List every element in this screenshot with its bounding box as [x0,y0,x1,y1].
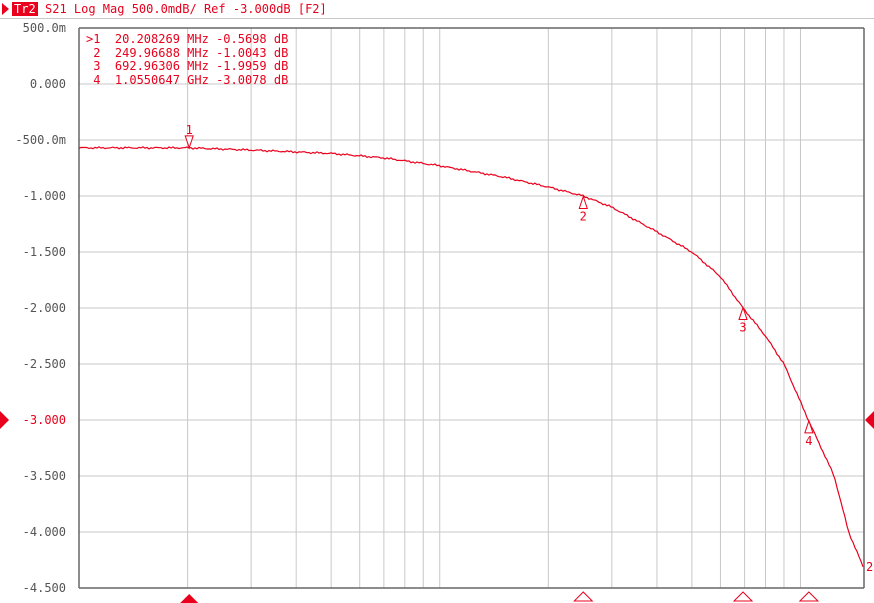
marker-row[interactable]: >1 20.208269 MHz -0.5698 dB [86,32,289,47]
reference-level-left-arrow-icon[interactable] [0,411,9,429]
marker-3-stimulus-icon[interactable] [732,591,754,602]
marker-value-unit: dB [273,45,289,60]
marker-value: -1.0043 [216,45,274,60]
marker-unit: MHz [187,45,217,60]
marker-unit: GHz [187,72,217,87]
y-tick-label: 0.000 [30,77,66,91]
y-tick-label: -4.500 [23,581,66,595]
y-tick-label: -500.0m [15,133,66,147]
reference-level-right-arrow-icon[interactable] [865,411,874,429]
marker-4-icon[interactable] [804,419,814,434]
marker-value: -1.9959 [216,59,274,73]
marker-unit: MHz [187,59,217,73]
marker-3-label: 3 [739,321,746,335]
trace-badge[interactable]: Tr2 [12,2,38,16]
y-tick-label: 500.0m [23,21,66,35]
marker-unit: MHz [187,32,217,46]
marker-2-icon[interactable] [578,194,588,209]
y-tick-label: -3.000 [23,413,66,427]
marker-1-stimulus-icon[interactable] [180,594,199,603]
marker-row[interactable]: 4 1.0550647 GHz -3.0078 dB [86,72,289,88]
marker-freq: 249.96688 [114,45,188,60]
y-tick-label: -4.000 [23,525,66,539]
marker-value-unit: dB [273,72,289,87]
y-tick-label: -1.500 [23,245,66,259]
trace-description[interactable]: S21 Log Mag 500.0mdB/ Ref -3.000dB [F2] [45,2,327,16]
marker-value-unit: dB [273,59,289,73]
marker-4-stimulus-icon[interactable] [798,591,820,602]
trace-line [78,146,864,568]
marker-1-icon[interactable] [184,135,194,150]
marker-4-label: 4 [805,434,812,448]
y-tick-label: -1.000 [23,189,66,203]
marker-label: 3 [86,59,115,73]
trace-header[interactable]: Tr2 S21 Log Mag 500.0mdB/ Ref -3.000dB [… [0,0,874,19]
marker-label: >1 [86,32,115,46]
marker-2-label: 2 [580,209,587,223]
y-tick-label: -2.500 [23,357,66,371]
marker-2-stimulus-icon[interactable] [573,591,594,602]
marker-freq: 1.0550647 [114,72,188,87]
marker-1-label: 1 [186,123,193,137]
marker-value-unit: dB [273,32,289,46]
marker-label: 2 [86,45,115,60]
trace-number-label: 2 [866,560,873,574]
marker-value: -0.5698 [216,32,274,46]
marker-freq: 692.96306 [114,59,188,73]
y-tick-label: -2.000 [23,301,66,315]
marker-row[interactable]: 2 249.96688 MHz -1.0043 dB [86,45,289,61]
marker-row[interactable]: 3 692.96306 MHz -1.9959 dB [86,59,289,74]
marker-table: >1 20.208269 MHz -0.5698 dB 2 249.96688 … [86,32,289,88]
marker-freq: 20.208269 [114,32,188,46]
marker-label: 4 [86,72,115,87]
active-trace-arrow-icon [2,3,9,15]
marker-3-icon[interactable] [738,305,748,321]
marker-value: -3.0078 [216,72,274,87]
y-tick-label: -3.500 [23,469,66,483]
